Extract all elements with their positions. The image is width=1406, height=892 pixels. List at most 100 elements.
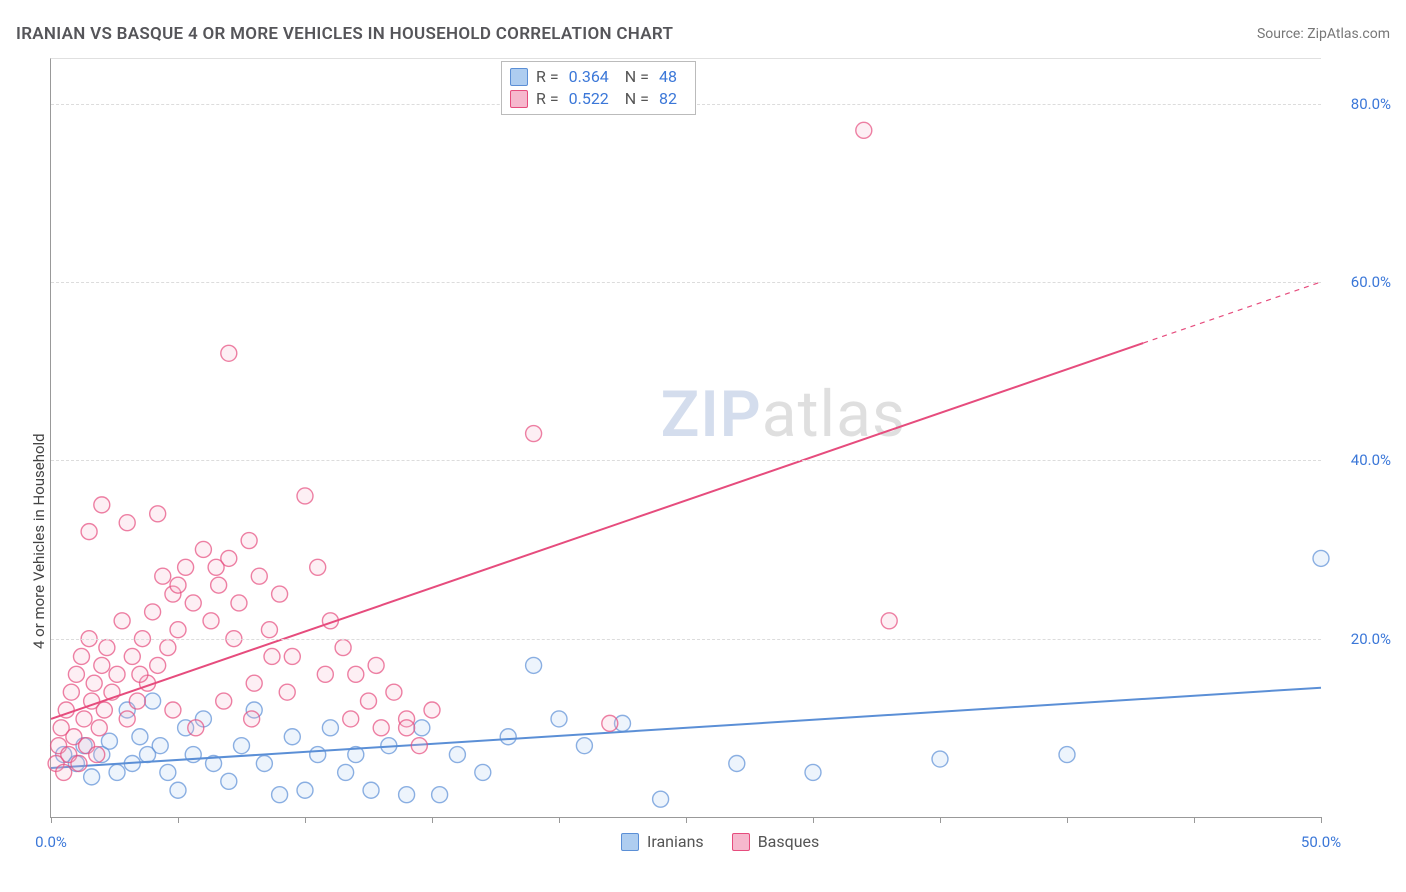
x-tick: [686, 817, 687, 823]
data-point: [221, 773, 237, 789]
data-point: [363, 782, 379, 798]
data-point: [109, 764, 125, 780]
x-tick: [305, 817, 306, 823]
r-value: 0.364: [569, 66, 609, 88]
data-point: [602, 715, 618, 731]
data-point: [150, 506, 166, 522]
trend-line: [51, 343, 1143, 719]
legend-item: Iranians: [621, 832, 704, 851]
x-tick: [51, 817, 52, 823]
data-point: [94, 497, 110, 513]
data-point: [348, 666, 364, 682]
data-point: [145, 604, 161, 620]
r-value: 0.522: [569, 88, 609, 110]
x-tick: [1194, 817, 1195, 823]
data-point: [343, 711, 359, 727]
data-point: [449, 747, 465, 763]
x-tick: [940, 817, 941, 823]
legend-stats-box: R = 0.364N = 48R = 0.522N = 82: [501, 61, 696, 115]
data-point: [317, 666, 333, 682]
data-point: [89, 747, 105, 763]
legend-bottom: Iranians Basques: [621, 832, 819, 851]
legend-stats-row: R = 0.364N = 48: [510, 66, 685, 88]
data-point: [272, 586, 288, 602]
data-point: [881, 613, 897, 629]
scatter-svg: [51, 59, 1321, 817]
y-gridline: [51, 460, 1321, 461]
data-point: [211, 577, 227, 593]
legend-swatch: [732, 833, 750, 851]
x-tick: [813, 817, 814, 823]
data-point: [424, 702, 440, 718]
data-point: [221, 345, 237, 361]
data-point: [361, 693, 377, 709]
source-name: ZipAtlas.com: [1307, 26, 1390, 42]
data-point: [1313, 550, 1329, 566]
y-tick-label: 60.0%: [1331, 273, 1391, 291]
x-tick: [559, 817, 560, 823]
legend-stats-row: R = 0.522N = 82: [510, 88, 685, 110]
data-point: [373, 720, 389, 736]
data-point: [185, 595, 201, 611]
chart-title: IRANIAN VS BASQUE 4 OR MORE VEHICLES IN …: [16, 24, 673, 44]
r-label: R =: [536, 66, 559, 88]
data-point: [932, 751, 948, 767]
data-point: [132, 729, 148, 745]
x-tick: [1067, 817, 1068, 823]
data-point: [246, 675, 262, 691]
legend-label: Iranians: [647, 832, 704, 851]
data-point: [500, 729, 516, 745]
data-point: [432, 787, 448, 803]
data-point: [63, 684, 79, 700]
y-axis-label: 4 or more Vehicles in Household: [30, 434, 48, 650]
data-point: [76, 711, 92, 727]
data-point: [94, 657, 110, 673]
data-point: [81, 524, 97, 540]
data-point: [99, 640, 115, 656]
x-tick: [178, 817, 179, 823]
data-point: [551, 711, 567, 727]
data-point: [129, 693, 145, 709]
data-point: [119, 711, 135, 727]
data-point: [114, 613, 130, 629]
data-point: [856, 122, 872, 138]
y-tick-label: 80.0%: [1331, 95, 1391, 113]
data-point: [256, 755, 272, 771]
r-label: R =: [536, 88, 559, 110]
data-point: [160, 640, 176, 656]
data-point: [1059, 747, 1075, 763]
data-point: [216, 693, 232, 709]
chart-plot-area: ZIPatlas 20.0%40.0%60.0%80.0%0.0%50.0%R …: [50, 58, 1321, 818]
data-point: [150, 657, 166, 673]
data-point: [526, 657, 542, 673]
data-point: [322, 720, 338, 736]
data-point: [310, 559, 326, 575]
data-point: [170, 782, 186, 798]
y-tick-label: 20.0%: [1331, 630, 1391, 648]
data-point: [411, 738, 427, 754]
data-point: [272, 787, 288, 803]
trend-line: [51, 688, 1321, 768]
data-point: [399, 720, 415, 736]
data-point: [155, 568, 171, 584]
data-point: [165, 702, 181, 718]
data-point: [261, 622, 277, 638]
data-point: [208, 559, 224, 575]
data-point: [338, 764, 354, 780]
data-point: [96, 702, 112, 718]
legend-label: Basques: [758, 832, 820, 851]
y-gridline: [51, 282, 1321, 283]
data-point: [264, 648, 280, 664]
y-gridline: [51, 639, 1321, 640]
data-point: [251, 568, 267, 584]
data-point: [195, 541, 211, 557]
data-point: [145, 693, 161, 709]
legend-swatch: [510, 90, 528, 108]
data-point: [101, 733, 117, 749]
legend-swatch: [510, 68, 528, 86]
x-tick: [432, 817, 433, 823]
chart-header: IRANIAN VS BASQUE 4 OR MORE VEHICLES IN …: [16, 24, 1390, 44]
data-point: [284, 729, 300, 745]
data-point: [119, 515, 135, 531]
data-point: [414, 720, 430, 736]
